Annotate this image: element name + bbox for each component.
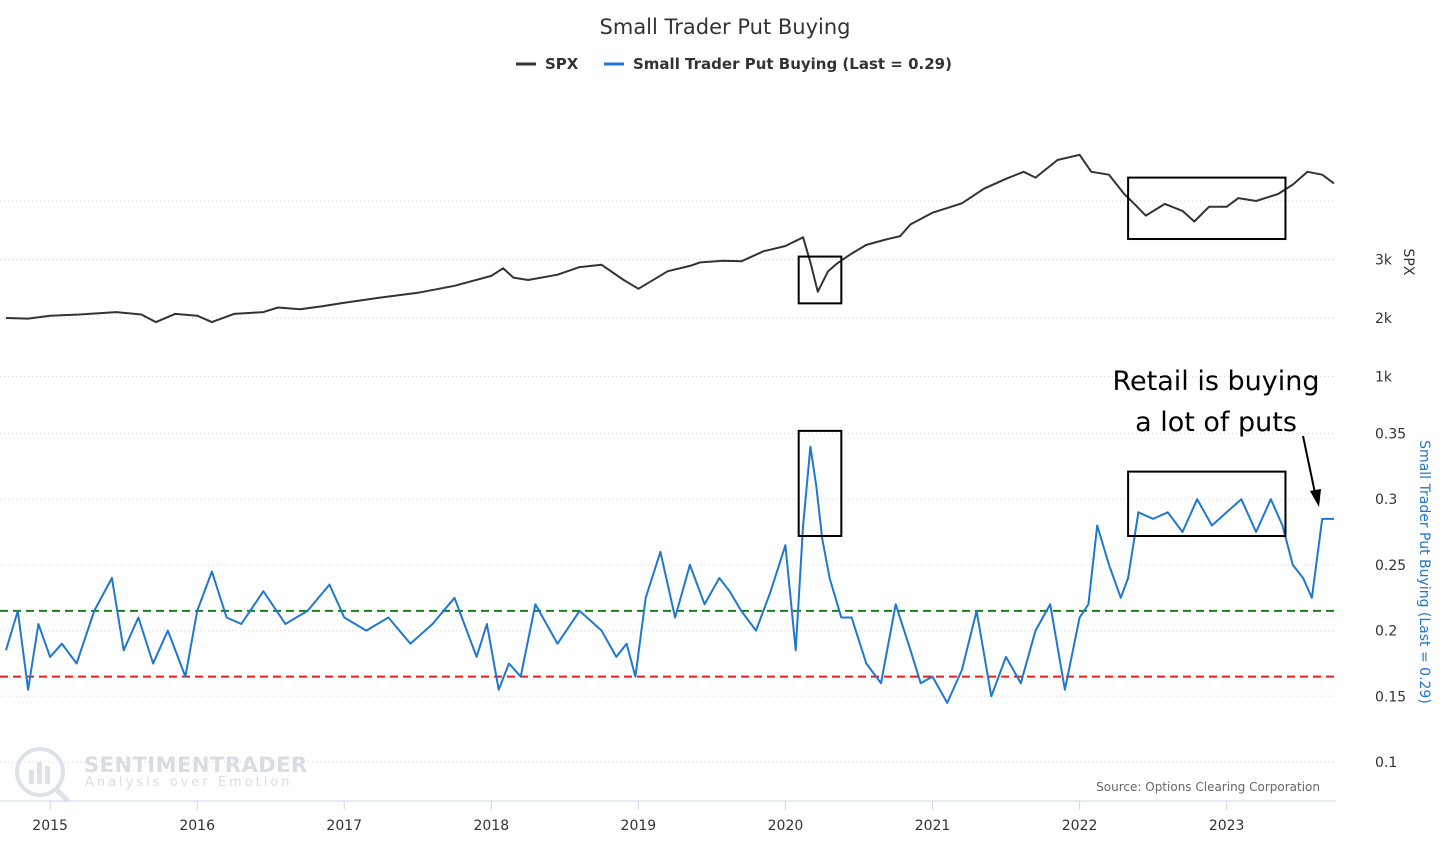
- legend-label-spx: SPX: [545, 55, 579, 73]
- highlight-box: [797, 429, 843, 537]
- put-tick-label: 0.1: [1375, 755, 1397, 771]
- spx-tick-label: 3k: [1375, 253, 1393, 269]
- x-tick-label: 2018: [473, 818, 509, 834]
- chart-title: Small Trader Put Buying: [600, 15, 851, 39]
- x-tick-label: 2021: [915, 818, 951, 834]
- logo-bar: [29, 770, 34, 784]
- put-tick-label: 0.2: [1375, 624, 1397, 640]
- annotation-line-2: a lot of puts: [1135, 407, 1297, 438]
- gridlines: [0, 200, 1336, 763]
- spx-tick-label: 2k: [1375, 311, 1393, 327]
- legend: SPX Small Trader Put Buying (Last = 0.29…: [516, 55, 952, 73]
- x-tick-label: 2016: [179, 818, 215, 834]
- put-tick-label: 0.35: [1375, 427, 1406, 443]
- logo-bar: [45, 766, 50, 784]
- put-buying-axis: Small Trader Put Buying (Last = 0.29) 0.…: [1375, 427, 1432, 772]
- x-tick-label: 2019: [621, 818, 657, 834]
- annotation-arrowhead: [1310, 489, 1321, 507]
- put-buying-series: [5, 445, 1334, 704]
- logo-ring: [15, 747, 65, 797]
- highlight-box: [1127, 470, 1287, 537]
- watermark-logo: SENTIMENTRADER Analysis over Emotion: [15, 747, 308, 803]
- x-tick-label: 2020: [768, 818, 804, 834]
- highlight-box: [1127, 176, 1287, 241]
- spx-series: [5, 153, 1335, 324]
- spx-axis-title: SPX: [1400, 249, 1416, 276]
- highlight-box: [797, 255, 843, 305]
- spx-axis: SPX 1k 2k 3k: [1375, 249, 1416, 386]
- legend-item-spx[interactable]: SPX: [516, 55, 579, 73]
- annotation-arrow: [1302, 435, 1316, 494]
- source-credit: Source: Options Clearing Corporation: [1096, 780, 1320, 794]
- logo-bar: [37, 762, 42, 784]
- put-tick-label: 0.25: [1375, 558, 1406, 574]
- watermark-subtitle: Analysis over Emotion: [85, 775, 293, 790]
- put-tick-label: 0.3: [1375, 492, 1397, 508]
- x-tick-label: 2022: [1062, 818, 1098, 834]
- reference-lines: [0, 609, 1336, 678]
- x-axis: 2015 2016 2017 2018 2019 2020 2021 2022 2023: [0, 800, 1336, 834]
- legend-label-put-buying: Small Trader Put Buying (Last = 0.29): [633, 55, 952, 73]
- x-tick-label: 2017: [326, 818, 362, 834]
- highlight-boxes: [797, 176, 1287, 537]
- x-tick-label: 2015: [32, 818, 68, 834]
- annotation: Retail is buying a lot of puts: [1112, 366, 1321, 507]
- watermark-title: SENTIMENTRADER: [84, 753, 308, 777]
- x-tick-label: 2023: [1209, 818, 1245, 834]
- spx-line: [5, 153, 1335, 324]
- put-axis-title: Small Trader Put Buying (Last = 0.29): [1416, 440, 1432, 704]
- spx-tick-label: 1k: [1375, 370, 1393, 386]
- legend-item-put-buying[interactable]: Small Trader Put Buying (Last = 0.29): [604, 55, 952, 73]
- logo-handle: [55, 788, 70, 803]
- annotation-line-1: Retail is buying: [1112, 366, 1319, 397]
- put-buying-line: [5, 445, 1334, 704]
- put-tick-label: 0.15: [1375, 689, 1406, 705]
